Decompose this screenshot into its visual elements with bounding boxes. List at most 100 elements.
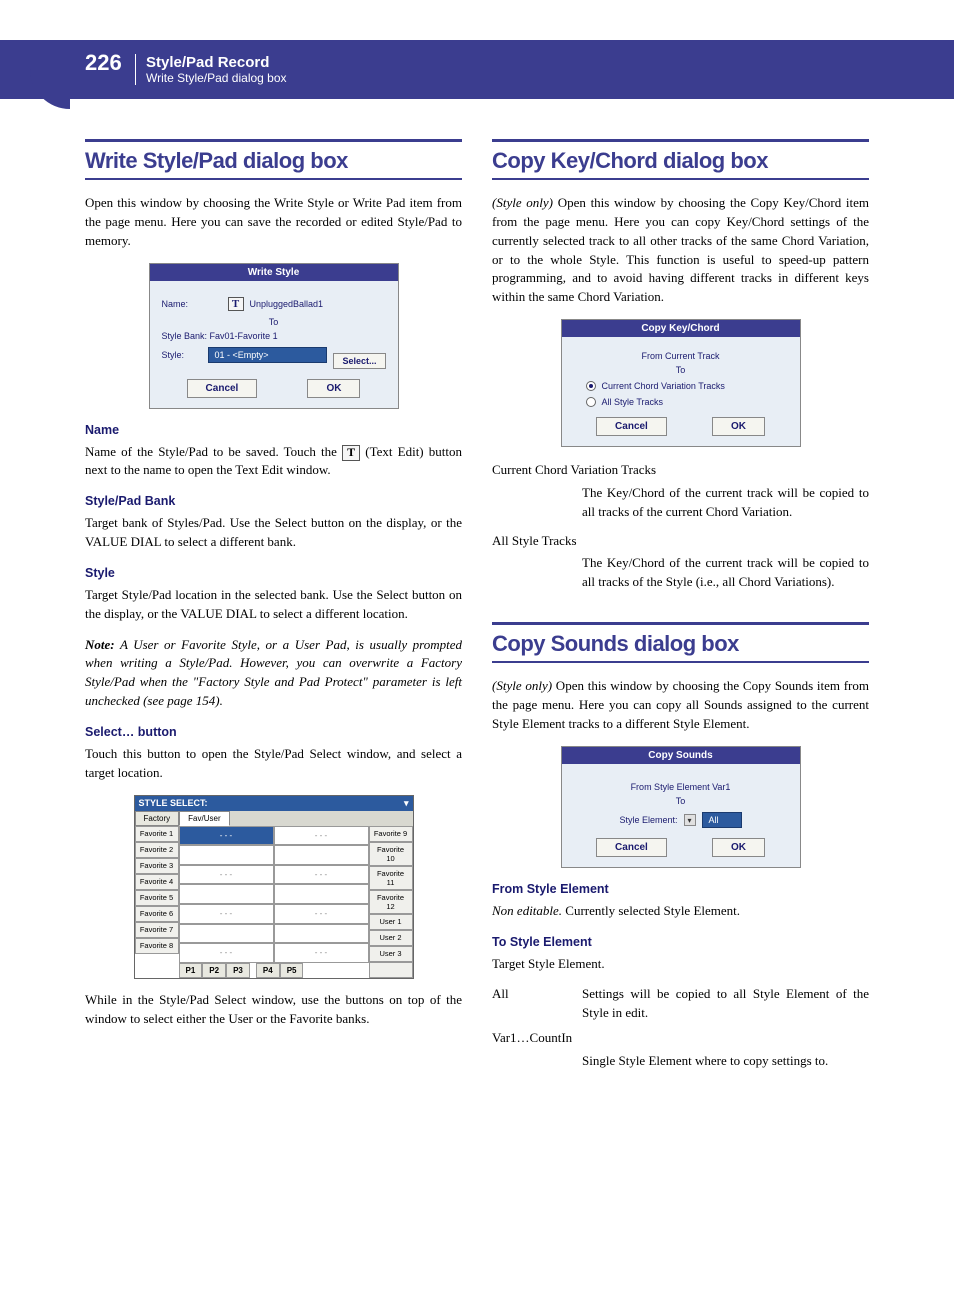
ss-right-6[interactable]: User 3 [369, 946, 413, 962]
name-body-a: Name of the Style/Pad to be saved. Touch… [85, 444, 342, 459]
ss-slot[interactable]: - - - [274, 826, 369, 846]
ok-button[interactable]: OK [712, 417, 765, 436]
from-se-em: Non editable. [492, 903, 562, 918]
rule-thin [85, 178, 462, 180]
ss-page[interactable]: P2 [202, 963, 226, 978]
bank-body: Target bank of Styles/Pad. Use the Selec… [85, 514, 462, 552]
ss-page[interactable]: P4 [256, 963, 280, 978]
ss-left-2[interactable]: Favorite 3 [135, 858, 179, 874]
style-only: (Style only) [492, 678, 552, 693]
ast-term: All Style Tracks [492, 532, 869, 551]
ss-right-2[interactable]: Favorite 11 [369, 866, 413, 890]
header-text: Style/Pad Record Write Style/Pad dialog … [135, 54, 287, 85]
copy-key-dialog: Copy Key/Chord From Current Track To Cur… [561, 319, 801, 447]
select-subhead: Select… button [85, 725, 462, 739]
header-tab [30, 40, 70, 109]
name-label: Name: [162, 299, 222, 309]
style-only: (Style only) [492, 195, 553, 210]
ss-left-3[interactable]: Favorite 4 [135, 874, 179, 890]
ss-slot[interactable] [179, 884, 274, 904]
ss-slot[interactable] [274, 845, 369, 865]
content: Write Style/Pad dialog box Open this win… [0, 99, 954, 1141]
ss-left-1[interactable]: Favorite 2 [135, 842, 179, 858]
bank-label: Style Bank: [162, 331, 208, 341]
ss-slot[interactable]: - - - [179, 826, 274, 846]
note-body: A User or Favorite Style, or a User Pad,… [85, 637, 462, 709]
page-number: 226 [85, 50, 122, 76]
to-se-body: Target Style Element. [492, 955, 869, 974]
header-subtitle: Write Style/Pad dialog box [146, 71, 287, 85]
se-field[interactable]: All [702, 812, 742, 828]
ss-left-6[interactable]: Favorite 7 [135, 922, 179, 938]
write-style-dialog: Write Style Name: T UnpluggedBallad1 To … [149, 263, 399, 409]
section-title: Copy Key/Chord dialog box [492, 148, 869, 174]
ss-slot[interactable] [179, 845, 274, 865]
ss-title-text: STYLE SELECT: [139, 798, 208, 809]
ss-slot[interactable] [274, 884, 369, 904]
var-desc: Single Style Element where to copy setti… [582, 1052, 869, 1071]
ok-button[interactable]: OK [712, 838, 765, 857]
select-button[interactable]: Select... [333, 353, 385, 369]
ss-slot[interactable] [274, 924, 369, 944]
name-body: Name of the Style/Pad to be saved. Touch… [85, 443, 462, 481]
select-body: Touch this button to open the Style/Pad … [85, 745, 462, 783]
cancel-button[interactable]: Cancel [596, 838, 667, 857]
right-column: Copy Key/Chord dialog box (Style only) O… [492, 139, 869, 1081]
name-value: UnpluggedBallad1 [250, 299, 324, 309]
tab-factory[interactable]: Factory [135, 811, 180, 826]
ss-slot[interactable]: - - - [179, 904, 274, 924]
def-term: All [492, 985, 582, 1023]
radio-option-2[interactable]: All Style Tracks [574, 397, 788, 407]
name-subhead: Name [85, 423, 462, 437]
left-column: Write Style/Pad dialog box Open this win… [85, 139, 462, 1081]
dropdown-icon[interactable]: ▾ [684, 814, 696, 826]
intro-text: Open this window by choosing the Write S… [85, 194, 462, 251]
radio-label: Current Chord Variation Tracks [602, 381, 725, 391]
tab-favuser[interactable]: Fav/User [179, 811, 229, 826]
radio-icon [586, 397, 596, 407]
rule [492, 139, 869, 142]
copy-key-intro-text: Open this window by choosing the Copy Ke… [492, 195, 869, 304]
page-header: 226 Style/Pad Record Write Style/Pad dia… [0, 40, 954, 99]
ss-slot[interactable]: - - - [179, 865, 274, 885]
style-label: Style: [162, 350, 202, 360]
def-desc: Settings will be copied to all Style Ele… [582, 985, 869, 1023]
cancel-button[interactable]: Cancel [596, 417, 667, 436]
style-field[interactable]: 01 - <Empty> [208, 347, 328, 363]
ss-right-0[interactable]: Favorite 9 [369, 826, 413, 842]
ss-page[interactable]: P5 [280, 963, 304, 978]
to-label: To [574, 796, 788, 806]
radio-option-1[interactable]: Current Chord Variation Tracks [574, 381, 788, 391]
ss-left-7[interactable]: Favorite 8 [135, 938, 179, 954]
dropdown-icon[interactable]: ▾ [404, 798, 409, 809]
ss-left-4[interactable]: Favorite 5 [135, 890, 179, 906]
header-title: Style/Pad Record [146, 54, 287, 71]
to-se-head: To Style Element [492, 935, 869, 949]
section-title: Write Style/Pad dialog box [85, 148, 462, 174]
ok-button[interactable]: OK [307, 379, 360, 398]
note-label: Note: [85, 637, 115, 652]
ss-left-0[interactable]: Favorite 1 [135, 826, 179, 842]
ss-right-7[interactable] [369, 962, 413, 978]
ss-slot[interactable]: - - - [274, 904, 369, 924]
ss-right-1[interactable]: Favorite 10 [369, 842, 413, 866]
text-edit-icon[interactable]: T [228, 297, 244, 311]
cancel-button[interactable]: Cancel [187, 379, 258, 398]
ss-left-5[interactable]: Favorite 6 [135, 906, 179, 922]
ss-slot[interactable]: - - - [274, 943, 369, 963]
text-edit-icon: T [342, 445, 360, 461]
to-label: To [162, 317, 386, 327]
ss-page[interactable]: P1 [179, 963, 203, 978]
ss-right-5[interactable]: User 2 [369, 930, 413, 946]
ss-slot[interactable]: - - - [274, 865, 369, 885]
ss-slot[interactable] [179, 924, 274, 944]
ss-slot[interactable]: - - - [179, 943, 274, 963]
var-term: Var1…CountIn [492, 1029, 869, 1048]
ss-right-4[interactable]: User 1 [369, 914, 413, 930]
bank-value: Fav01-Favorite 1 [210, 331, 278, 341]
ss-page[interactable]: P3 [226, 963, 250, 978]
rule-thin [492, 661, 869, 663]
ast-desc: The Key/Chord of the current track will … [582, 554, 869, 592]
ss-right-3[interactable]: Favorite 12 [369, 890, 413, 914]
dialog-title: Copy Sounds [562, 747, 800, 764]
